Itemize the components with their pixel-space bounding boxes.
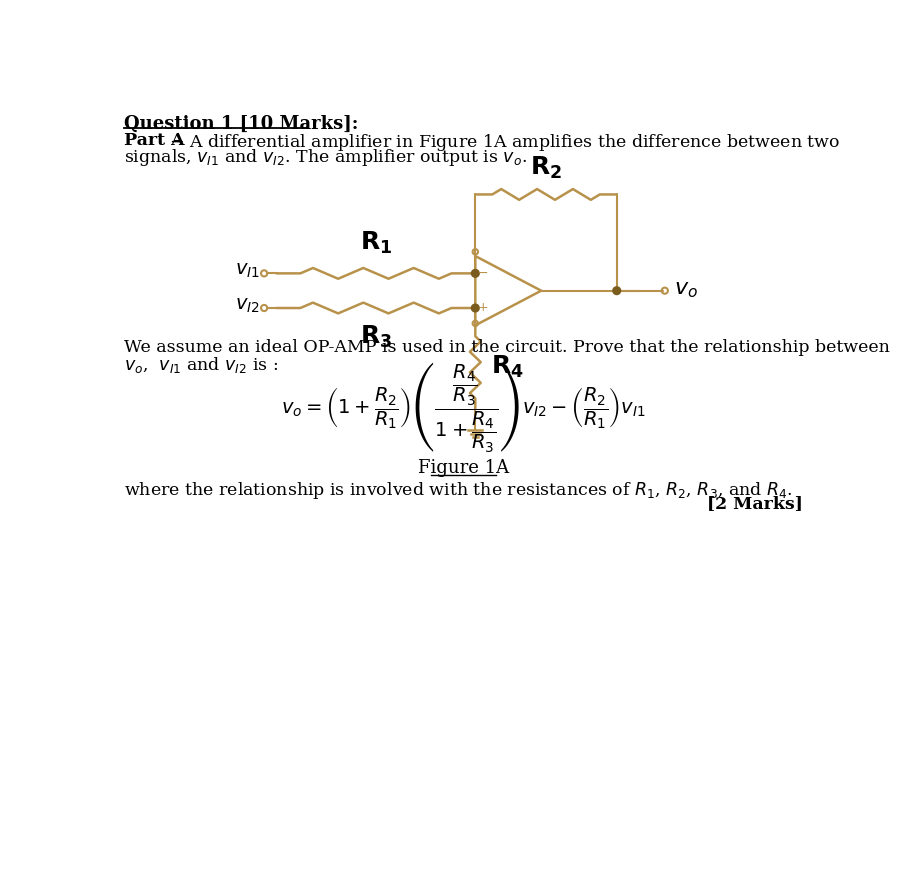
Circle shape: [471, 270, 479, 277]
Text: signals, $v_{I1}$ and $v_{I2}$. The amplifier output is $v_o$.: signals, $v_{I1}$ and $v_{I2}$. The ampl…: [124, 146, 526, 167]
Circle shape: [612, 286, 620, 294]
Text: $-$ A differential amplifier in Figure 1A amplifies the difference between two: $-$ A differential amplifier in Figure 1…: [169, 132, 839, 153]
Text: $-$: $-$: [476, 266, 488, 279]
Text: $v_o = \left(1 + \dfrac{R_2}{R_1}\right)\left(\dfrac{\dfrac{R_4}{R_3}}{1 + \dfra: $v_o = \left(1 + \dfrac{R_2}{R_1}\right)…: [281, 360, 645, 454]
Text: Part A: Part A: [124, 132, 184, 149]
Text: $v_o$,  $v_{I1}$ and $v_{I2}$ is :: $v_o$, $v_{I1}$ and $v_{I2}$ is :: [124, 355, 278, 375]
Text: $v_o$: $v_o$: [674, 279, 697, 300]
Text: $v_{I1}$: $v_{I1}$: [234, 262, 259, 280]
Text: $v_{I2}$: $v_{I2}$: [235, 297, 259, 314]
Text: $\mathbf{R_4}$: $\mathbf{R_4}$: [490, 354, 523, 380]
Text: Question 1 [10 Marks]:: Question 1 [10 Marks]:: [124, 115, 358, 133]
Text: $+$: $+$: [476, 300, 488, 314]
Text: where the relationship is involved with the resistances of $R_1$, $R_2$, $R_3$, : where the relationship is involved with …: [124, 480, 792, 501]
Text: Figure 1A: Figure 1A: [417, 459, 508, 477]
Text: $\mathbf{R_2}$: $\mathbf{R_2}$: [529, 154, 562, 180]
Circle shape: [471, 304, 479, 312]
Text: We assume an ideal OP-AMP is used in the circuit. Prove that the relationship be: We assume an ideal OP-AMP is used in the…: [124, 339, 889, 357]
Text: $\mathbf{R_1}$: $\mathbf{R_1}$: [359, 230, 392, 257]
Text: [2 Marks]: [2 Marks]: [706, 496, 802, 512]
Text: $\mathbf{R_3}$: $\mathbf{R_3}$: [359, 323, 392, 350]
